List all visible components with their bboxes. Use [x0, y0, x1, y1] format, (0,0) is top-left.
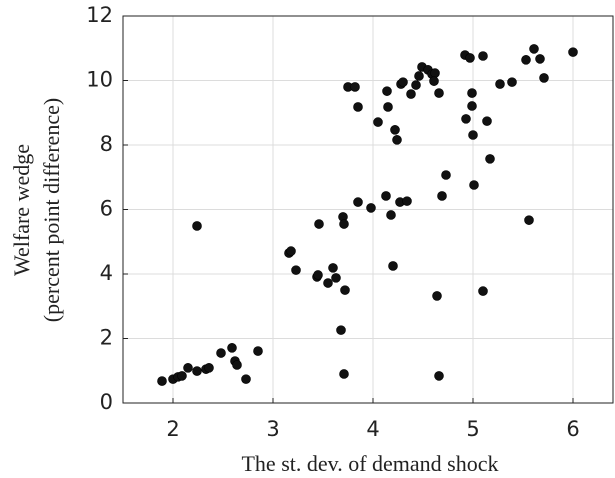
point	[434, 371, 444, 381]
point	[434, 88, 444, 98]
point	[336, 325, 346, 335]
point	[467, 88, 477, 98]
point	[485, 154, 495, 164]
point	[441, 170, 451, 180]
point	[524, 215, 534, 225]
point	[482, 116, 492, 126]
point	[414, 71, 424, 81]
y-tick-label: 4	[100, 261, 113, 285]
x-axis-label: The st. dev. of demand shock	[241, 451, 498, 476]
point	[437, 191, 447, 201]
y-tick-label: 8	[100, 132, 113, 156]
point	[157, 376, 167, 386]
point	[390, 125, 400, 135]
point	[353, 102, 363, 112]
point	[339, 219, 349, 229]
point	[381, 191, 391, 201]
point	[507, 77, 517, 87]
point	[192, 221, 202, 231]
point	[402, 196, 412, 206]
point	[529, 44, 539, 54]
point	[465, 53, 475, 63]
y-axis-label: (percent point difference)	[39, 98, 64, 322]
point	[411, 80, 421, 90]
point	[478, 51, 488, 61]
point	[382, 86, 392, 96]
point	[478, 286, 488, 296]
point	[461, 114, 471, 124]
point	[350, 82, 360, 92]
point	[227, 343, 237, 353]
y-tick-label: 2	[100, 326, 113, 350]
point	[521, 55, 531, 65]
point	[331, 273, 341, 283]
point	[291, 265, 301, 275]
point	[204, 363, 214, 373]
point	[392, 135, 402, 145]
x-tick-label: 3	[266, 417, 279, 441]
point	[313, 270, 323, 280]
point	[232, 360, 242, 370]
point	[398, 77, 408, 87]
point	[253, 346, 263, 356]
point	[340, 285, 350, 295]
point	[192, 366, 202, 376]
point	[406, 89, 416, 99]
point	[314, 219, 324, 229]
point	[535, 54, 545, 64]
point	[539, 73, 549, 83]
point	[328, 263, 338, 273]
y-tick-label: 6	[100, 197, 113, 221]
x-tick-label: 2	[166, 417, 179, 441]
point	[430, 68, 440, 78]
point	[339, 369, 349, 379]
point	[183, 363, 193, 373]
point	[366, 203, 376, 213]
x-tick-label: 4	[366, 417, 379, 441]
point	[495, 79, 505, 89]
point	[383, 102, 393, 112]
x-tick-label: 5	[466, 417, 479, 441]
point	[286, 246, 296, 256]
point	[177, 371, 187, 381]
y-tick-label: 10	[86, 68, 113, 92]
y-tick-label: 0	[100, 390, 113, 414]
point	[568, 47, 578, 57]
point	[386, 210, 396, 220]
point	[353, 197, 363, 207]
y-axis-label: Welfare wedge	[9, 144, 34, 276]
point	[373, 117, 383, 127]
x-tick-label: 6	[566, 417, 579, 441]
plot-frame	[122, 15, 614, 404]
point	[469, 180, 479, 190]
point	[467, 101, 477, 111]
point	[468, 130, 478, 140]
point	[241, 374, 251, 384]
point	[323, 278, 333, 288]
point	[429, 76, 439, 86]
point	[388, 261, 398, 271]
y-tick-label: 12	[86, 3, 113, 27]
point	[216, 348, 226, 358]
point	[432, 291, 442, 301]
